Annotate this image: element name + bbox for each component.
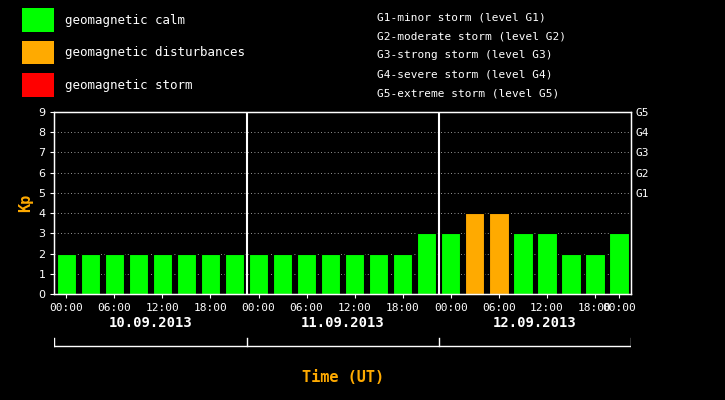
Bar bbox=[393, 254, 413, 294]
Bar bbox=[441, 233, 460, 294]
Bar bbox=[80, 254, 100, 294]
Text: G1-minor storm (level G1): G1-minor storm (level G1) bbox=[377, 13, 546, 23]
Bar bbox=[177, 254, 196, 294]
Text: G5-extreme storm (level G5): G5-extreme storm (level G5) bbox=[377, 88, 559, 98]
Text: geomagnetic disturbances: geomagnetic disturbances bbox=[65, 46, 245, 59]
Text: geomagnetic calm: geomagnetic calm bbox=[65, 14, 186, 27]
Bar bbox=[225, 254, 244, 294]
Text: geomagnetic storm: geomagnetic storm bbox=[65, 78, 193, 92]
Bar bbox=[585, 254, 605, 294]
Bar bbox=[201, 254, 220, 294]
Bar bbox=[513, 233, 533, 294]
Text: Time (UT): Time (UT) bbox=[302, 370, 384, 386]
Text: G2-moderate storm (level G2): G2-moderate storm (level G2) bbox=[377, 32, 566, 42]
Bar bbox=[489, 213, 508, 294]
Bar bbox=[22, 73, 54, 97]
Bar bbox=[417, 233, 436, 294]
Bar bbox=[320, 254, 341, 294]
Text: 11.09.2013: 11.09.2013 bbox=[301, 316, 384, 330]
Bar bbox=[249, 254, 268, 294]
Bar bbox=[536, 233, 557, 294]
Text: G3-strong storm (level G3): G3-strong storm (level G3) bbox=[377, 50, 552, 60]
Y-axis label: Kp: Kp bbox=[17, 194, 33, 212]
Bar bbox=[22, 8, 54, 32]
Text: G4-severe storm (level G4): G4-severe storm (level G4) bbox=[377, 69, 552, 79]
Bar bbox=[128, 254, 149, 294]
Bar bbox=[609, 233, 629, 294]
Bar bbox=[273, 254, 292, 294]
Bar bbox=[465, 213, 484, 294]
Text: 10.09.2013: 10.09.2013 bbox=[109, 316, 192, 330]
Bar bbox=[297, 254, 316, 294]
Bar bbox=[369, 254, 389, 294]
Bar bbox=[561, 254, 581, 294]
Text: 12.09.2013: 12.09.2013 bbox=[493, 316, 576, 330]
Bar bbox=[57, 254, 76, 294]
Bar bbox=[22, 41, 54, 64]
Bar bbox=[104, 254, 124, 294]
Bar bbox=[344, 254, 365, 294]
Bar bbox=[152, 254, 173, 294]
